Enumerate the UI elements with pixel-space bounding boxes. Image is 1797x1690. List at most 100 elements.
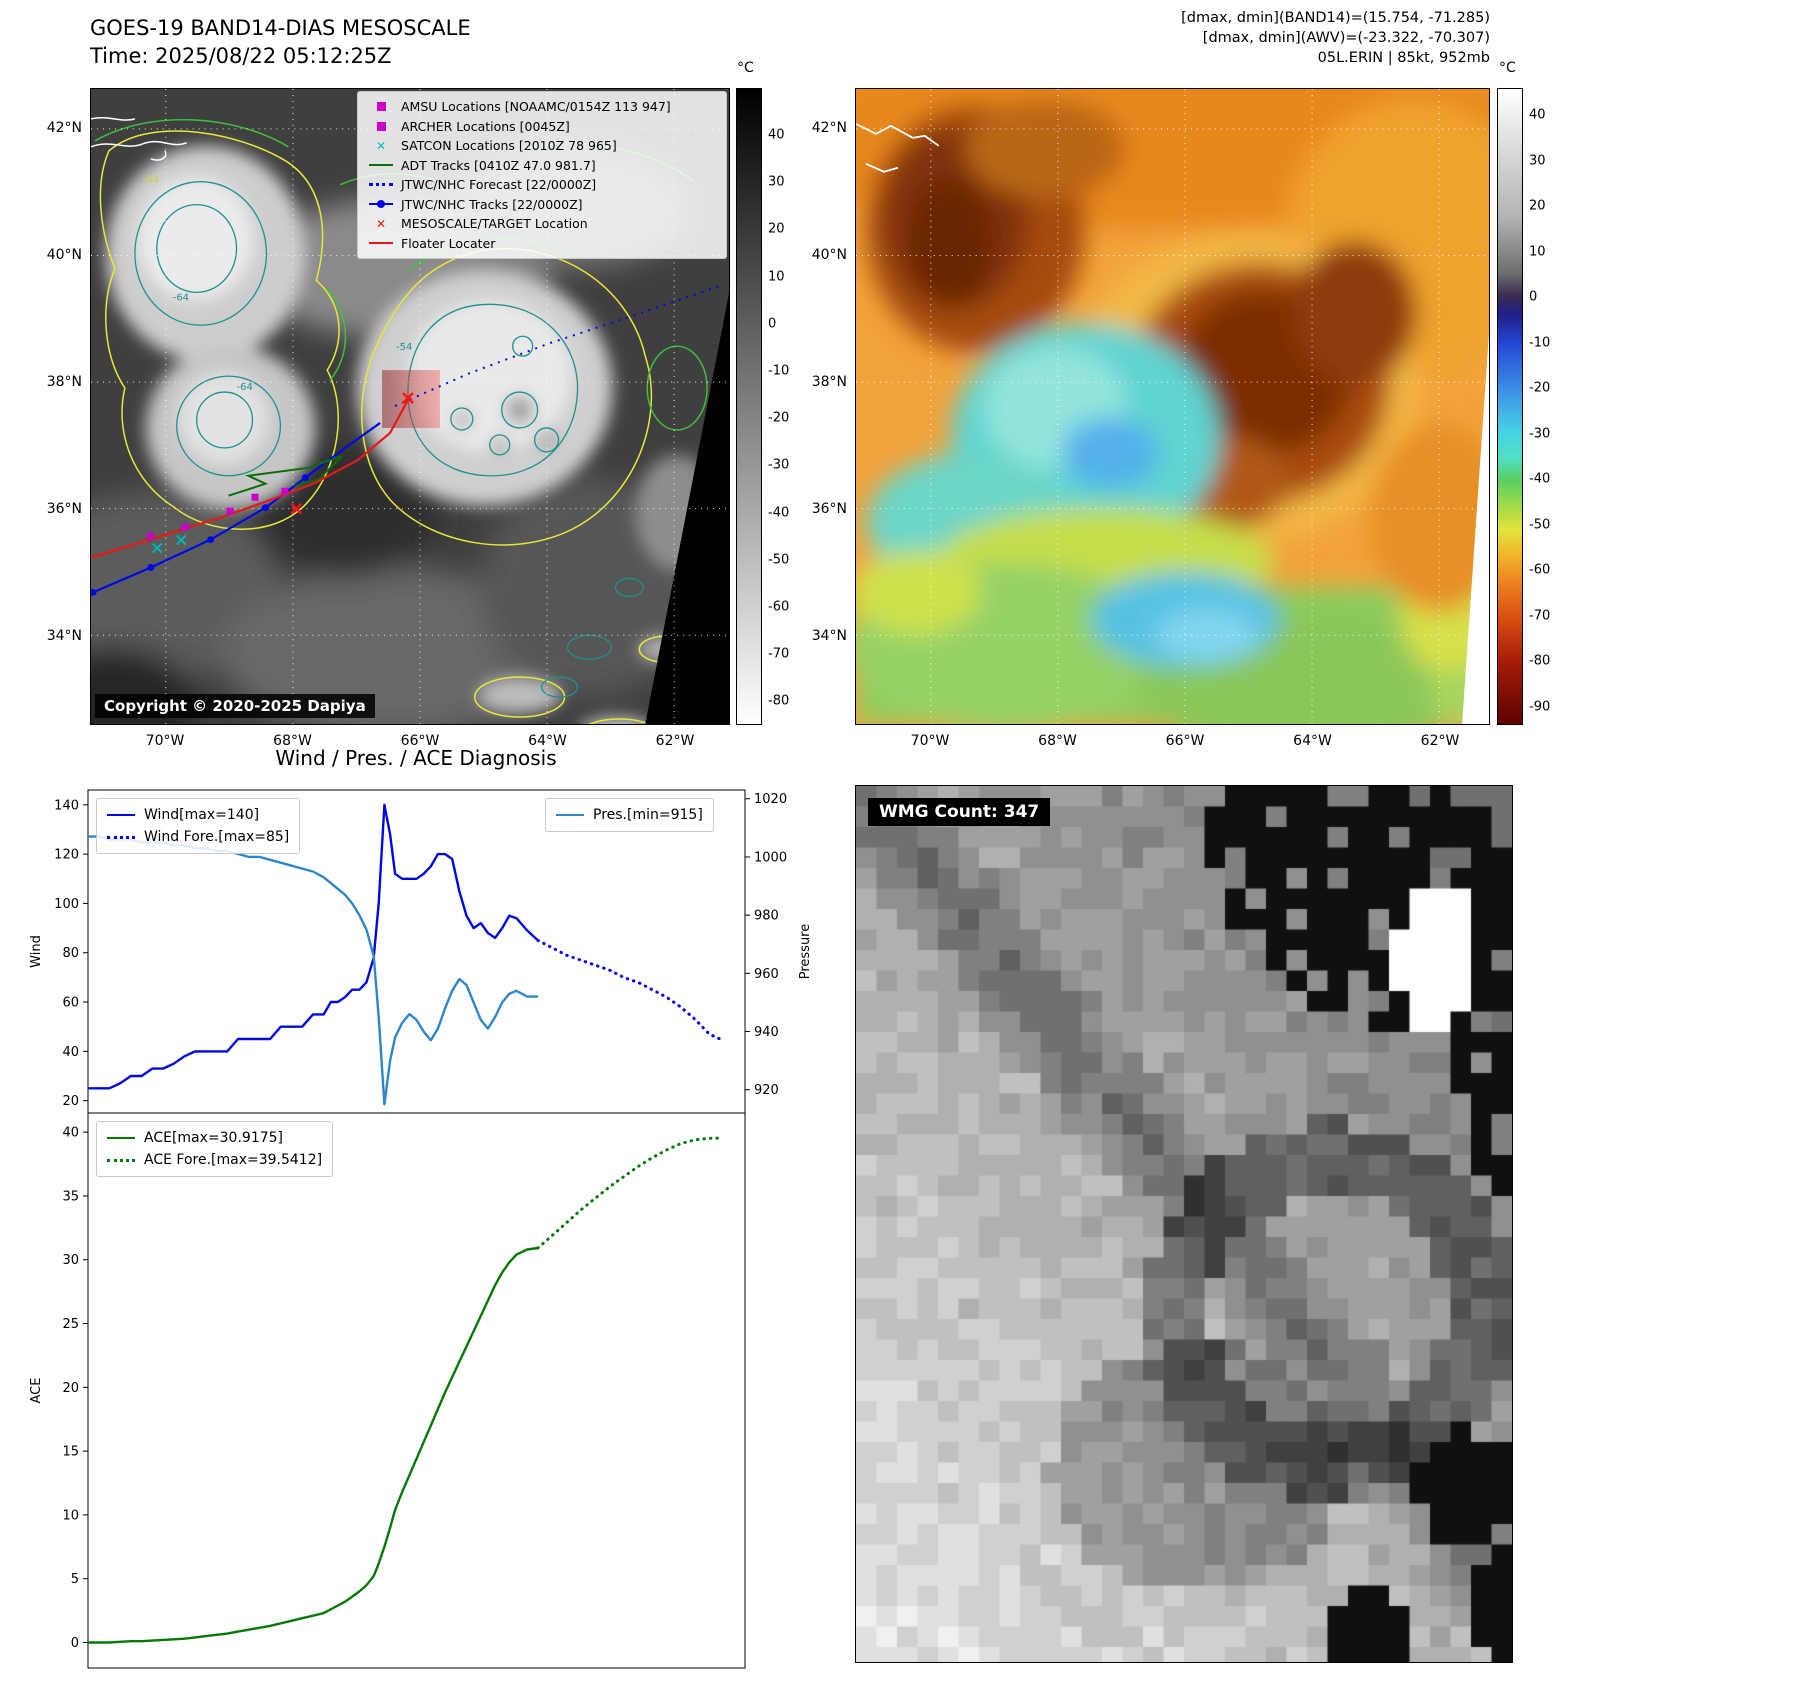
band14-colorbar-unit: °C (737, 60, 754, 76)
jtwc-forecast-line (394, 283, 725, 407)
contour-label: -54 (396, 342, 412, 353)
y-tick-label: 120 (54, 848, 79, 863)
wind-legend: Wind[max=140] Wind Fore.[max=85] (96, 798, 301, 854)
y-tick-label: 960 (754, 967, 779, 982)
legend-label: JTWC/NHC Forecast [22/0000Z] (401, 177, 597, 193)
y-axis-label: Pressure (798, 924, 813, 980)
y-tick-label: 1000 (754, 850, 787, 865)
contour-label: -64 (173, 292, 189, 303)
legend-label: ADT Tracks [0410Z 47.0 981.7] (401, 157, 596, 173)
y-tick-label: 140 (54, 798, 79, 813)
wmg-count-image (856, 786, 1512, 1662)
legend-row-tracks: JTWC/NHC Tracks [22/0000Z] (368, 195, 716, 215)
wind-forecast-line-sample (107, 835, 135, 839)
adt-track-line (228, 454, 343, 497)
y-tick-label: 25 (62, 1317, 79, 1332)
contour-label: -64 (237, 382, 253, 393)
pressure-legend-row: Pres.[min=915] (556, 804, 703, 826)
ace-legend-label: ACE[max=30.9175] (144, 1130, 284, 1146)
satcon-x-icon: ✕ (375, 138, 387, 153)
contour-label: -54 (143, 175, 159, 186)
archer-square-icon (368, 121, 394, 131)
copyright-notice: Copyright © 2020-2025 Dapiya (95, 694, 375, 718)
floater-line-icon (368, 242, 394, 245)
awv-latlon-grid (856, 89, 1489, 724)
y-tick-label: 5 (71, 1572, 79, 1587)
legend-row-satcon: ✕ SATCON Locations [2010Z 78 965] (368, 136, 716, 156)
band14-legend: AMSU Locations [NOAAMC/0154Z 113 947] AR… (357, 91, 727, 259)
ace-line-sample (107, 1137, 135, 1139)
amsu-markers (146, 487, 289, 540)
legend-label: MESOSCALE/TARGET Location (401, 216, 588, 232)
y-tick-label: 20 (62, 1094, 79, 1109)
y-tick-label: 80 (62, 946, 79, 961)
satcon-markers (152, 534, 187, 554)
tracks-linedot-icon (368, 200, 394, 209)
band14-map-panel: -64 -64 -54 -54 AMSU Locations [NOAAMC/0… (90, 88, 730, 725)
legend-label: SATCON Locations [2010Z 78 965] (401, 138, 617, 154)
legend-label: Floater Locater (401, 235, 496, 251)
series-Wind[max=140] (88, 803, 539, 1090)
contours-yellow (99, 130, 728, 724)
y-tick-label: 40 (62, 1045, 79, 1060)
y-tick-label: 60 (62, 996, 79, 1011)
forecast-dotted-icon (368, 183, 394, 187)
band14-colorbar (736, 88, 762, 725)
mesoscale-x-icon: ✕ (375, 216, 387, 231)
y-tick-label: 940 (754, 1025, 779, 1040)
chart-frame (87, 1112, 746, 1669)
ace-forecast-legend-row: ACE Fore.[max=39.5412] (107, 1149, 322, 1171)
y-tick-label: 20 (62, 1381, 79, 1396)
awv-header-dmax-awv: [dmax, dmin](AWV)=(-23.322, -70.307) (1202, 30, 1490, 46)
awv-color-field (856, 89, 1489, 724)
legend-row-floater: Floater Locater (368, 234, 716, 254)
pressure-legend: Pres.[min=915] (545, 798, 714, 832)
wind-forecast-legend-label: Wind Fore.[max=85] (144, 829, 290, 845)
y-tick-label: 15 (62, 1445, 79, 1460)
series-Pres.[min=915] (88, 835, 538, 1106)
series-Wind Fore.[max=85] (536, 938, 722, 1041)
awv-no-data-wedge (1462, 333, 1489, 724)
legend-label: JTWC/NHC Tracks [22/0000Z] (401, 196, 583, 212)
ace-forecast-line-sample (107, 1158, 135, 1162)
jtwc-track-points (91, 474, 309, 596)
amsu-square-icon (368, 102, 394, 112)
wind-forecast-legend-row: Wind Fore.[max=85] (107, 826, 289, 848)
band14-title: GOES-19 BAND14-DIAS MESOSCALE (90, 16, 471, 40)
cloud-masses (105, 145, 720, 724)
y-tick-label: 30 (62, 1253, 79, 1268)
series-ACE[max=30.9175] (88, 1246, 539, 1644)
contour-value-labels: -64 -64 -54 -54 (143, 175, 412, 393)
ace-legend: ACE[max=30.9175] ACE Fore.[max=39.5412] (96, 1121, 334, 1177)
awv-header-dmax-band14: [dmax, dmin](BAND14)=(15.754, -71.285) (1181, 10, 1490, 26)
awv-colorbar-unit: °C (1499, 60, 1516, 76)
awv-coastline (856, 123, 940, 173)
y-tick-label: 1020 (754, 792, 787, 807)
target-markers (290, 392, 414, 515)
legend-row-amsu: AMSU Locations [NOAAMC/0154Z 113 947] (368, 97, 716, 117)
wind-legend-row: Wind[max=140] (107, 804, 289, 826)
y-tick-label: 10 (62, 1508, 79, 1523)
wind-line-sample (107, 814, 135, 816)
legend-row-forecast: JTWC/NHC Forecast [22/0000Z] (368, 175, 716, 195)
y-axis-label: Wind (29, 935, 44, 968)
y-tick-label: 40 (62, 1126, 79, 1141)
ace-legend-row: ACE[max=30.9175] (107, 1127, 322, 1149)
y-tick-label: 35 (62, 1189, 79, 1204)
y-tick-label: 0 (71, 1636, 79, 1651)
adt-line-icon (368, 164, 394, 167)
y-axis-label: ACE (29, 1378, 44, 1404)
y-tick-label: 100 (54, 897, 79, 912)
floater-line (91, 399, 409, 559)
wmg-panel: WMG Count: 347 (855, 785, 1513, 1663)
coastline (91, 117, 187, 161)
wind-legend-label: Wind[max=140] (144, 807, 260, 823)
pressure-line-sample (556, 814, 584, 816)
legend-row-adt: ADT Tracks [0410Z 47.0 981.7] (368, 156, 716, 176)
ace-forecast-legend-label: ACE Fore.[max=39.5412] (144, 1152, 323, 1168)
contours-teal (134, 181, 644, 698)
awv-satellite-image (856, 89, 1489, 724)
y-tick-label: 920 (754, 1083, 779, 1098)
wmg-count-label: WMG Count: 347 (868, 798, 1051, 826)
